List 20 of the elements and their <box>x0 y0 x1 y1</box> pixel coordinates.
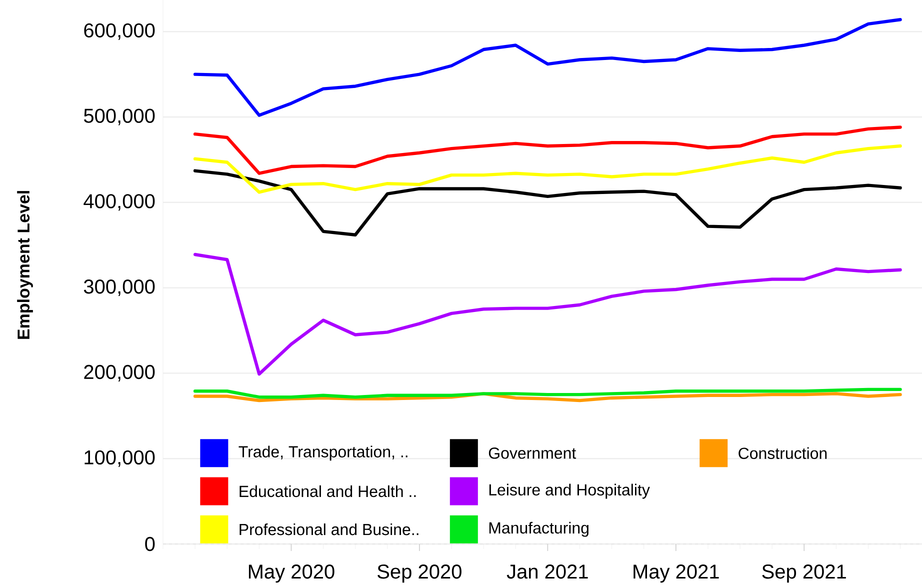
x-tick-label: May 2021 <box>634 564 719 583</box>
y-tick-label: 400,000 <box>84 194 155 211</box>
legend-label: Educational and Health .. <box>240 485 416 498</box>
x-tick-label: May 2020 <box>248 564 334 583</box>
y-axis-title: Employment Level <box>17 191 33 339</box>
legend-label: Trade, Transportation, .. <box>238 446 408 461</box>
legend-label: Leisure and Hospitality <box>489 484 650 499</box>
y-tick-label: 600,000 <box>84 23 155 40</box>
x-tick-label: Sep 2020 <box>378 564 462 583</box>
legend-label: Government <box>488 447 576 459</box>
y-tick-label: 0 <box>145 536 155 552</box>
x-tick-label: Jan 2021 <box>506 564 588 579</box>
legend-label: Professional and Busine.. <box>240 523 418 536</box>
x-tick-label: Sep 2021 <box>762 564 846 583</box>
y-tick-label: 200,000 <box>84 364 155 382</box>
legend-label: Construction <box>738 447 827 460</box>
y-tick-label: 100,000 <box>84 450 155 467</box>
legend-label: Manufacturing <box>489 522 588 537</box>
y-tick-label: 500,000 <box>84 108 155 126</box>
y-tick-label: 300,000 <box>84 280 155 296</box>
